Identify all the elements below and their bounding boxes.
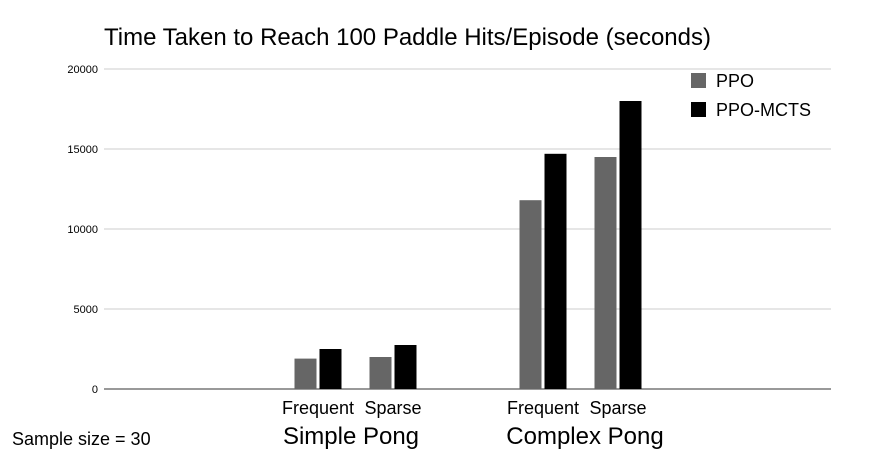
bars: [294, 101, 642, 389]
y-tick-label: 0: [92, 384, 98, 396]
category-label: Frequent: [282, 398, 354, 418]
y-axis-ticks: 0 5000 10000 15000 20000: [67, 64, 98, 396]
group-label: Simple Pong: [283, 423, 419, 450]
bar-ppo: [294, 358, 317, 389]
grid: [104, 68, 831, 390]
bar-ppo: [594, 157, 617, 389]
y-tick-label: 15000: [67, 144, 98, 156]
bar-ppo: [369, 357, 392, 389]
bar-ppo-mcts: [619, 101, 642, 389]
chart-title: Time Taken to Reach 100 Paddle Hits/Epis…: [104, 24, 711, 51]
bar-ppo: [519, 200, 542, 389]
legend: PPO PPO-MCTS: [691, 71, 811, 120]
group-label: Complex Pong: [506, 423, 663, 450]
legend-swatch: [691, 102, 706, 117]
sample-size-note: Sample size = 30: [12, 429, 151, 449]
category-labels: Frequent Sparse Frequent Sparse: [282, 398, 647, 418]
bar-ppo-mcts: [394, 345, 417, 389]
y-tick-label: 20000: [67, 64, 98, 76]
bar-ppo-mcts: [544, 153, 567, 389]
category-label: Sparse: [589, 398, 646, 418]
group-labels: Simple Pong Complex Pong: [283, 423, 664, 450]
legend-label: PPO-MCTS: [716, 100, 811, 120]
category-label: Sparse: [364, 398, 421, 418]
y-tick-label: 10000: [67, 224, 98, 236]
legend-swatch: [691, 73, 706, 88]
category-label: Frequent: [507, 398, 579, 418]
y-tick-label: 5000: [74, 304, 98, 316]
legend-label: PPO: [716, 71, 754, 91]
bar-ppo-mcts: [319, 349, 342, 389]
